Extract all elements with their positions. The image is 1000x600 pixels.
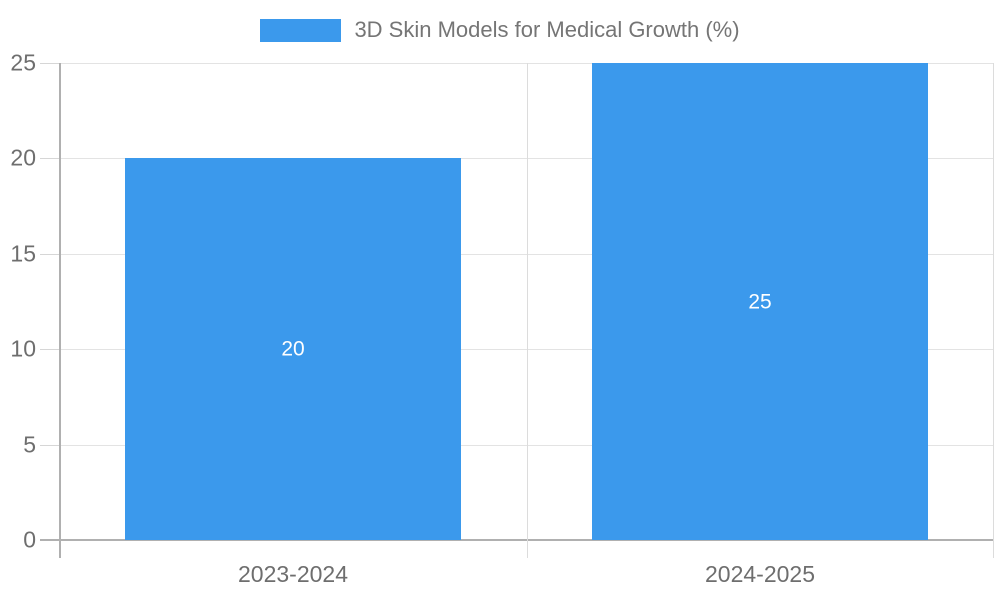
gridline-horizontal [60, 63, 993, 64]
y-axis-tick-label: 20 [10, 144, 36, 171]
x-axis-category-label: 2023-2024 [238, 561, 348, 587]
y-axis-tick [40, 158, 60, 159]
gridline-vertical-divider [527, 63, 528, 558]
bar [125, 158, 461, 540]
y-axis-tick-label: 0 [23, 526, 36, 553]
y-axis-tick-label: 5 [23, 431, 36, 458]
bar-value-label: 20 [281, 337, 305, 361]
gridline-horizontal [60, 254, 993, 255]
gridline-horizontal [60, 158, 993, 159]
y-axis-tick [40, 349, 60, 350]
x-axis-category-label: 2024-2025 [705, 561, 815, 587]
y-axis-tick-label: 10 [10, 335, 36, 362]
legend-label: 3D Skin Models for Medical Growth (%) [354, 17, 740, 42]
y-axis-line [59, 63, 61, 558]
y-axis-tick [40, 254, 60, 255]
y-axis-tick-label: 25 [10, 49, 36, 76]
x-axis-baseline [40, 539, 993, 541]
gridline-horizontal [60, 445, 993, 446]
y-axis-tick [40, 445, 60, 446]
bar-value-label: 25 [748, 290, 772, 314]
chart-legend[interactable]: 3D Skin Models for Medical Growth (%) [0, 12, 1000, 48]
gridline-vertical-right [993, 63, 994, 558]
bar [592, 63, 928, 540]
y-axis-tick-label: 15 [10, 240, 36, 267]
legend-color-swatch-icon [260, 18, 342, 42]
y-axis-tick [40, 63, 60, 64]
gridline-horizontal [60, 349, 993, 350]
